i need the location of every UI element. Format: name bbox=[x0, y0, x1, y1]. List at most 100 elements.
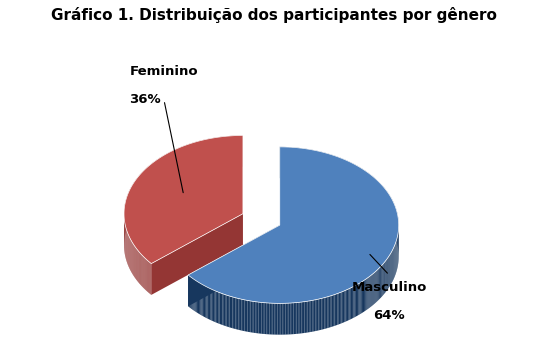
Polygon shape bbox=[294, 147, 296, 179]
Polygon shape bbox=[352, 287, 353, 319]
Polygon shape bbox=[380, 266, 381, 298]
Polygon shape bbox=[152, 214, 243, 295]
Polygon shape bbox=[360, 167, 361, 199]
Polygon shape bbox=[387, 258, 388, 290]
Polygon shape bbox=[217, 137, 218, 168]
Polygon shape bbox=[188, 144, 189, 176]
Polygon shape bbox=[232, 297, 234, 329]
Polygon shape bbox=[227, 136, 228, 167]
Polygon shape bbox=[385, 189, 386, 221]
Polygon shape bbox=[195, 142, 196, 173]
Polygon shape bbox=[356, 165, 358, 197]
Polygon shape bbox=[382, 264, 383, 296]
Polygon shape bbox=[366, 278, 368, 310]
Polygon shape bbox=[322, 298, 323, 330]
Polygon shape bbox=[270, 303, 271, 335]
Polygon shape bbox=[242, 135, 243, 167]
Polygon shape bbox=[176, 149, 177, 180]
Polygon shape bbox=[169, 152, 170, 184]
Polygon shape bbox=[182, 146, 183, 178]
Polygon shape bbox=[216, 291, 217, 323]
Polygon shape bbox=[279, 303, 281, 335]
Polygon shape bbox=[216, 137, 217, 169]
Polygon shape bbox=[191, 277, 193, 310]
Polygon shape bbox=[208, 287, 209, 319]
Polygon shape bbox=[202, 140, 203, 171]
Polygon shape bbox=[319, 151, 321, 183]
Polygon shape bbox=[229, 136, 230, 167]
Polygon shape bbox=[152, 163, 153, 194]
Polygon shape bbox=[368, 173, 369, 205]
Polygon shape bbox=[318, 299, 320, 330]
Polygon shape bbox=[344, 159, 345, 191]
Polygon shape bbox=[268, 303, 270, 335]
Polygon shape bbox=[225, 294, 226, 326]
Polygon shape bbox=[353, 163, 354, 195]
Polygon shape bbox=[219, 137, 220, 168]
Polygon shape bbox=[386, 190, 387, 222]
Polygon shape bbox=[240, 299, 241, 331]
Polygon shape bbox=[156, 160, 157, 191]
Polygon shape bbox=[311, 150, 313, 181]
Polygon shape bbox=[204, 285, 205, 317]
Polygon shape bbox=[171, 151, 172, 183]
Polygon shape bbox=[311, 300, 312, 332]
Polygon shape bbox=[296, 147, 297, 179]
Polygon shape bbox=[205, 139, 206, 171]
Polygon shape bbox=[236, 135, 237, 167]
Polygon shape bbox=[197, 141, 198, 173]
Polygon shape bbox=[332, 155, 334, 187]
Polygon shape bbox=[198, 282, 199, 314]
Polygon shape bbox=[248, 300, 249, 332]
Polygon shape bbox=[384, 262, 385, 294]
Polygon shape bbox=[387, 192, 388, 224]
Polygon shape bbox=[374, 272, 375, 305]
Polygon shape bbox=[258, 302, 260, 333]
Polygon shape bbox=[282, 303, 284, 335]
Polygon shape bbox=[214, 138, 216, 169]
Polygon shape bbox=[362, 281, 363, 313]
Polygon shape bbox=[230, 296, 231, 328]
Polygon shape bbox=[177, 148, 178, 180]
Polygon shape bbox=[358, 166, 359, 198]
Polygon shape bbox=[201, 284, 203, 316]
Polygon shape bbox=[317, 299, 318, 331]
Text: Masculino: Masculino bbox=[352, 281, 427, 294]
Polygon shape bbox=[217, 292, 218, 323]
Polygon shape bbox=[210, 289, 212, 320]
Polygon shape bbox=[303, 302, 305, 333]
Polygon shape bbox=[372, 176, 373, 208]
Polygon shape bbox=[355, 165, 356, 197]
Polygon shape bbox=[199, 141, 200, 172]
Polygon shape bbox=[211, 138, 212, 170]
Polygon shape bbox=[162, 155, 164, 187]
Polygon shape bbox=[298, 302, 300, 334]
Polygon shape bbox=[376, 270, 377, 302]
Polygon shape bbox=[196, 141, 197, 173]
Polygon shape bbox=[261, 303, 263, 334]
Polygon shape bbox=[183, 146, 184, 178]
Polygon shape bbox=[365, 171, 366, 203]
Polygon shape bbox=[373, 273, 374, 305]
Polygon shape bbox=[329, 296, 330, 328]
Polygon shape bbox=[175, 149, 176, 181]
Polygon shape bbox=[230, 136, 231, 167]
Polygon shape bbox=[299, 148, 300, 179]
Polygon shape bbox=[241, 135, 242, 167]
Polygon shape bbox=[363, 280, 364, 312]
Polygon shape bbox=[284, 147, 286, 178]
Polygon shape bbox=[252, 301, 254, 333]
Polygon shape bbox=[155, 160, 156, 192]
Polygon shape bbox=[305, 149, 307, 180]
Polygon shape bbox=[324, 297, 326, 329]
Polygon shape bbox=[153, 162, 154, 194]
Text: 64%: 64% bbox=[374, 309, 405, 322]
Polygon shape bbox=[220, 137, 222, 168]
Polygon shape bbox=[287, 303, 289, 335]
Polygon shape bbox=[265, 303, 266, 334]
Polygon shape bbox=[194, 279, 195, 311]
Polygon shape bbox=[197, 281, 198, 313]
Polygon shape bbox=[240, 135, 241, 167]
Polygon shape bbox=[325, 153, 327, 184]
Polygon shape bbox=[296, 303, 298, 334]
